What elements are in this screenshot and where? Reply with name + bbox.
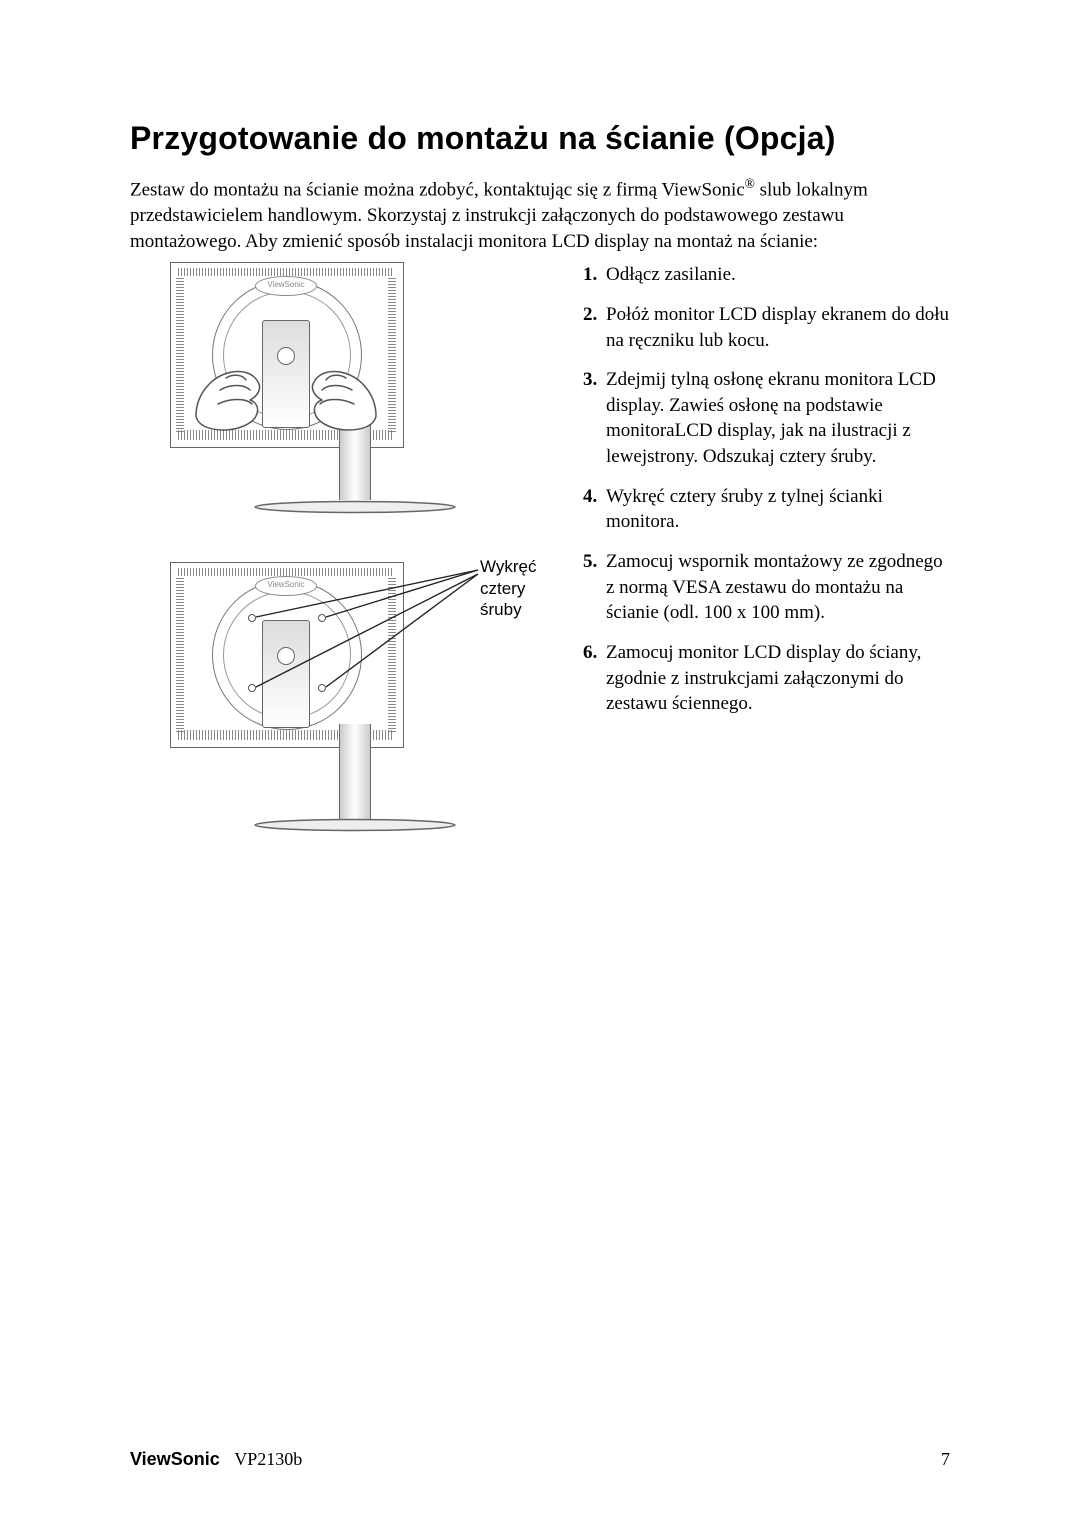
annotation-text: Wykręć cztery śruby <box>480 556 537 620</box>
footer-model: VP2130b <box>234 1449 302 1469</box>
step-item: Zamocuj wspornik montażowy ze zgodnego z… <box>602 549 950 626</box>
steps-list: Odłącz zasilanie. Połóż monitor LCD disp… <box>576 262 950 717</box>
annotation-arrows <box>170 562 500 762</box>
step-item: Zdejmij tylną osłonę ekranu monitora LCD… <box>602 367 950 470</box>
figures-column: ViewSonic <box>130 262 540 902</box>
monitor-back-view: ViewSonic <box>170 262 402 446</box>
page-title: Przygotowanie do montażu na ścianie (Opc… <box>130 120 950 157</box>
figure-remove-cover: ViewSonic <box>170 262 540 522</box>
step-item: Zamocuj monitor LCD display do ściany, z… <box>602 640 950 717</box>
footer-brand: ViewSonic <box>130 1449 220 1469</box>
registered-mark: ® <box>745 176 755 191</box>
step-item: Wykręć cztery śruby z tylnej ścianki mon… <box>602 484 950 535</box>
annotation-line-1: Wykręć <box>480 556 537 577</box>
step-item: Połóż monitor LCD display ekranem do doł… <box>602 302 950 353</box>
intro-pre: Zestaw do montażu na ścianie można zdoby… <box>130 179 745 200</box>
logo-oval: ViewSonic <box>255 276 317 296</box>
footer-page-number: 7 <box>941 1449 950 1470</box>
page-footer: ViewSonic VP2130b 7 <box>130 1449 950 1470</box>
intro-paragraph: Zestaw do montażu na ścianie można zdoby… <box>130 175 950 254</box>
annotation-line-2: cztery <box>480 578 537 599</box>
step-item: Odłącz zasilanie. <box>602 262 950 288</box>
annotation-line-3: śruby <box>480 599 537 620</box>
steps-column: Odłącz zasilanie. Połóż monitor LCD disp… <box>576 262 950 902</box>
figure-unscrew: ViewSonic <box>170 562 540 862</box>
